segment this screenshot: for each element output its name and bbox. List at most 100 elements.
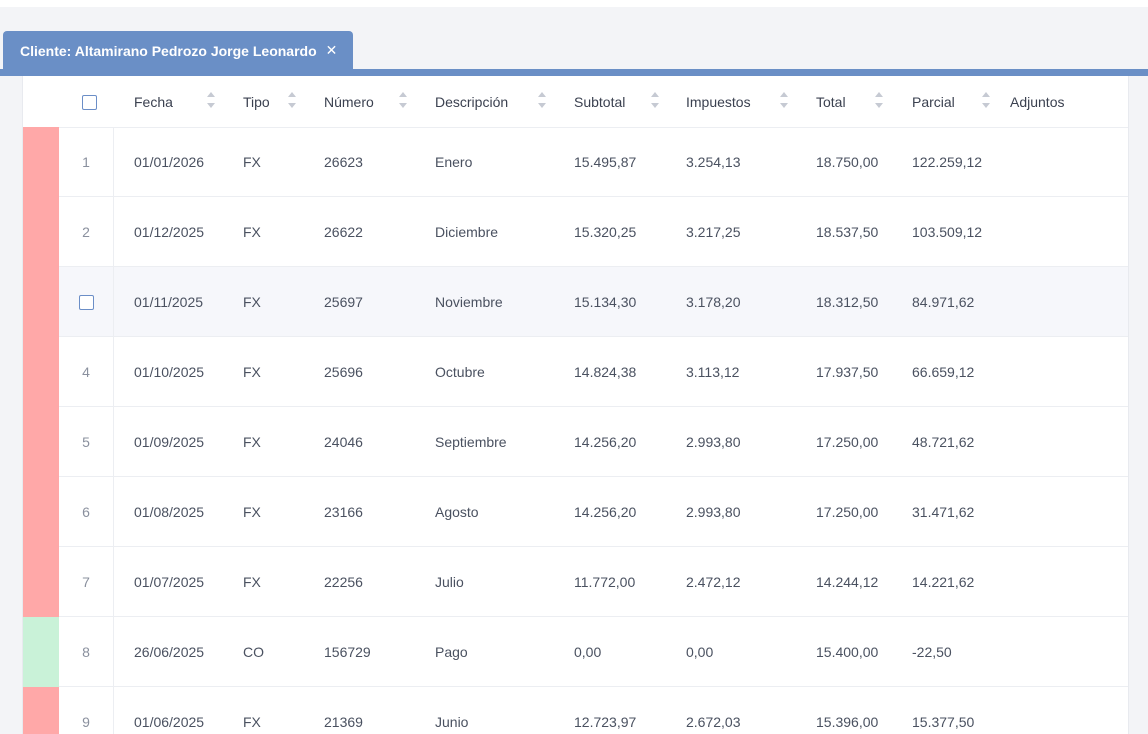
tab-cliente[interactable]: Cliente: Altamirano Pedrozo Jorge Leonar… xyxy=(3,31,353,70)
table-row[interactable]: 7 01/07/2025 FX 22256 Julio 11.772,00 2.472,12… xyxy=(23,547,1128,617)
status-indicator xyxy=(23,477,59,547)
column-divider xyxy=(113,407,114,477)
column-header-fecha[interactable]: Fecha xyxy=(134,93,173,110)
cell-impuestos: 2.472,12 xyxy=(686,574,741,590)
cell-fecha: 01/06/2025 xyxy=(134,714,205,730)
row-number[interactable]: 2 xyxy=(82,224,90,240)
row-select[interactable] xyxy=(73,267,99,337)
row-number[interactable]: 7 xyxy=(82,574,90,590)
column-divider xyxy=(113,477,114,547)
column-header-impuestos[interactable]: Impuestos xyxy=(686,93,751,110)
sort-icon[interactable] xyxy=(981,90,991,112)
cell-descripcion: Pago xyxy=(435,644,468,660)
cell-total: 18.750,00 xyxy=(816,154,879,170)
cell-impuestos: 3.254,13 xyxy=(686,154,741,170)
sort-icon[interactable] xyxy=(398,90,408,112)
status-indicator xyxy=(23,407,59,477)
cell-total: 17.250,00 xyxy=(816,434,879,450)
column-header-descripcion[interactable]: Descripción xyxy=(435,93,509,110)
tab-title: Cliente: Altamirano Pedrozo Jorge Leonar… xyxy=(20,42,317,59)
cell-parcial: -22,50 xyxy=(912,644,952,660)
cell-descripcion: Noviembre xyxy=(435,294,503,310)
column-header-tipo[interactable]: Tipo xyxy=(243,93,270,110)
column-divider xyxy=(113,197,114,267)
table-row[interactable]: 2 01/12/2025 FX 26622 Diciembre 15.320,25 3.21… xyxy=(23,197,1128,267)
cell-total: 15.396,00 xyxy=(816,714,879,730)
cell-impuestos: 3.113,12 xyxy=(686,364,740,380)
column-header-total[interactable]: Total xyxy=(816,93,846,110)
cell-impuestos: 2.672,03 xyxy=(686,714,741,730)
status-indicator xyxy=(23,337,59,407)
sort-icon[interactable] xyxy=(287,90,297,112)
row-number[interactable]: 6 xyxy=(82,504,90,520)
cell-fecha: 01/10/2025 xyxy=(134,364,205,380)
row-number[interactable]: 5 xyxy=(82,434,90,450)
cell-total: 17.250,00 xyxy=(816,504,879,520)
table-row[interactable]: 9 01/06/2025 FX 21369 Junio 12.723,97 2.672,03… xyxy=(23,687,1128,734)
cell-subtotal: 14.256,20 xyxy=(574,434,637,450)
cell-impuestos: 2.993,80 xyxy=(686,434,741,450)
table-row[interactable]: 8 26/06/2025 CO 156729 Pago 0,00 0,00 15.400,00… xyxy=(23,617,1128,687)
row-checkbox[interactable] xyxy=(78,294,94,310)
cell-impuestos: 0,00 xyxy=(686,644,714,660)
cell-tipo: FX xyxy=(243,364,261,380)
row-number[interactable]: 4 xyxy=(82,364,90,380)
table-row[interactable]: 6 01/08/2025 FX 23166 Agosto 14.256,20 2.993,8… xyxy=(23,477,1128,547)
table-row[interactable]: 4 01/10/2025 FX 25696 Octubre 14.824,38 3.113,… xyxy=(23,337,1128,407)
column-divider xyxy=(113,337,114,407)
column-header-subtotal[interactable]: Subtotal xyxy=(574,93,626,110)
table-header: Fecha Tipo Número Descripción Subtotal I… xyxy=(23,76,1128,128)
cell-parcial: 15.377,50 xyxy=(912,714,975,730)
cell-fecha: 01/08/2025 xyxy=(134,504,205,520)
cell-descripcion: Septiembre xyxy=(435,434,507,450)
cell-numero: 23166 xyxy=(324,504,363,520)
invoice-table: Fecha Tipo Número Descripción Subtotal I… xyxy=(22,76,1129,734)
table-row[interactable]: 1 01/01/2026 FX 26623 Enero 15.495,87 3.254,13… xyxy=(23,127,1128,197)
top-strip xyxy=(0,0,1148,7)
status-indicator xyxy=(23,127,59,197)
cell-subtotal: 15.134,30 xyxy=(574,294,637,310)
status-indicator xyxy=(23,197,59,267)
cell-impuestos: 3.217,25 xyxy=(686,224,741,240)
column-divider xyxy=(113,267,114,337)
cell-numero: 25697 xyxy=(324,294,363,310)
cell-fecha: 01/11/2025 xyxy=(134,294,204,310)
cell-descripcion: Enero xyxy=(435,154,473,170)
column-divider xyxy=(113,617,114,687)
cell-tipo: FX xyxy=(243,154,261,170)
cell-parcial: 48.721,62 xyxy=(912,434,975,450)
cell-fecha: 01/09/2025 xyxy=(134,434,205,450)
cell-tipo: FX xyxy=(243,574,261,590)
column-header-numero[interactable]: Número xyxy=(324,93,374,110)
row-number[interactable]: 8 xyxy=(82,644,90,660)
row-number[interactable]: 9 xyxy=(82,714,90,730)
tab-underline xyxy=(0,69,1148,76)
column-header-adjuntos: Adjuntos xyxy=(1010,93,1065,110)
cell-numero: 156729 xyxy=(324,644,371,660)
column-header-parcial[interactable]: Parcial xyxy=(912,93,955,110)
cell-parcial: 31.471,62 xyxy=(912,504,975,520)
cell-descripcion: Agosto xyxy=(435,504,479,520)
cell-total: 18.537,50 xyxy=(816,224,879,240)
sort-icon[interactable] xyxy=(537,90,547,112)
close-icon[interactable]: ✕ xyxy=(325,42,338,58)
cell-tipo: FX xyxy=(243,504,261,520)
tab-bar: Cliente: Altamirano Pedrozo Jorge Leonar… xyxy=(0,0,1148,70)
sort-icon[interactable] xyxy=(650,90,660,112)
cell-descripcion: Junio xyxy=(435,714,469,730)
cell-parcial: 84.971,62 xyxy=(912,294,975,310)
table-row[interactable]: 01/11/2025 FX 25697 Noviembre 15.134,30 3.178… xyxy=(23,267,1128,337)
cell-parcial: 66.659,12 xyxy=(912,364,975,380)
sort-icon[interactable] xyxy=(779,90,789,112)
column-divider xyxy=(113,127,114,197)
sort-icon[interactable] xyxy=(874,90,884,112)
select-all-checkbox[interactable] xyxy=(82,95,97,110)
row-number[interactable]: 1 xyxy=(82,154,90,170)
status-indicator xyxy=(23,547,59,617)
table-row[interactable]: 5 01/09/2025 FX 24046 Septiembre 14.256,20 2.9… xyxy=(23,407,1128,477)
cell-numero: 22256 xyxy=(324,574,363,590)
cell-numero: 25696 xyxy=(324,364,363,380)
sort-icon[interactable] xyxy=(206,90,216,112)
cell-fecha: 01/07/2025 xyxy=(134,574,205,590)
cell-descripcion: Julio xyxy=(435,574,464,590)
